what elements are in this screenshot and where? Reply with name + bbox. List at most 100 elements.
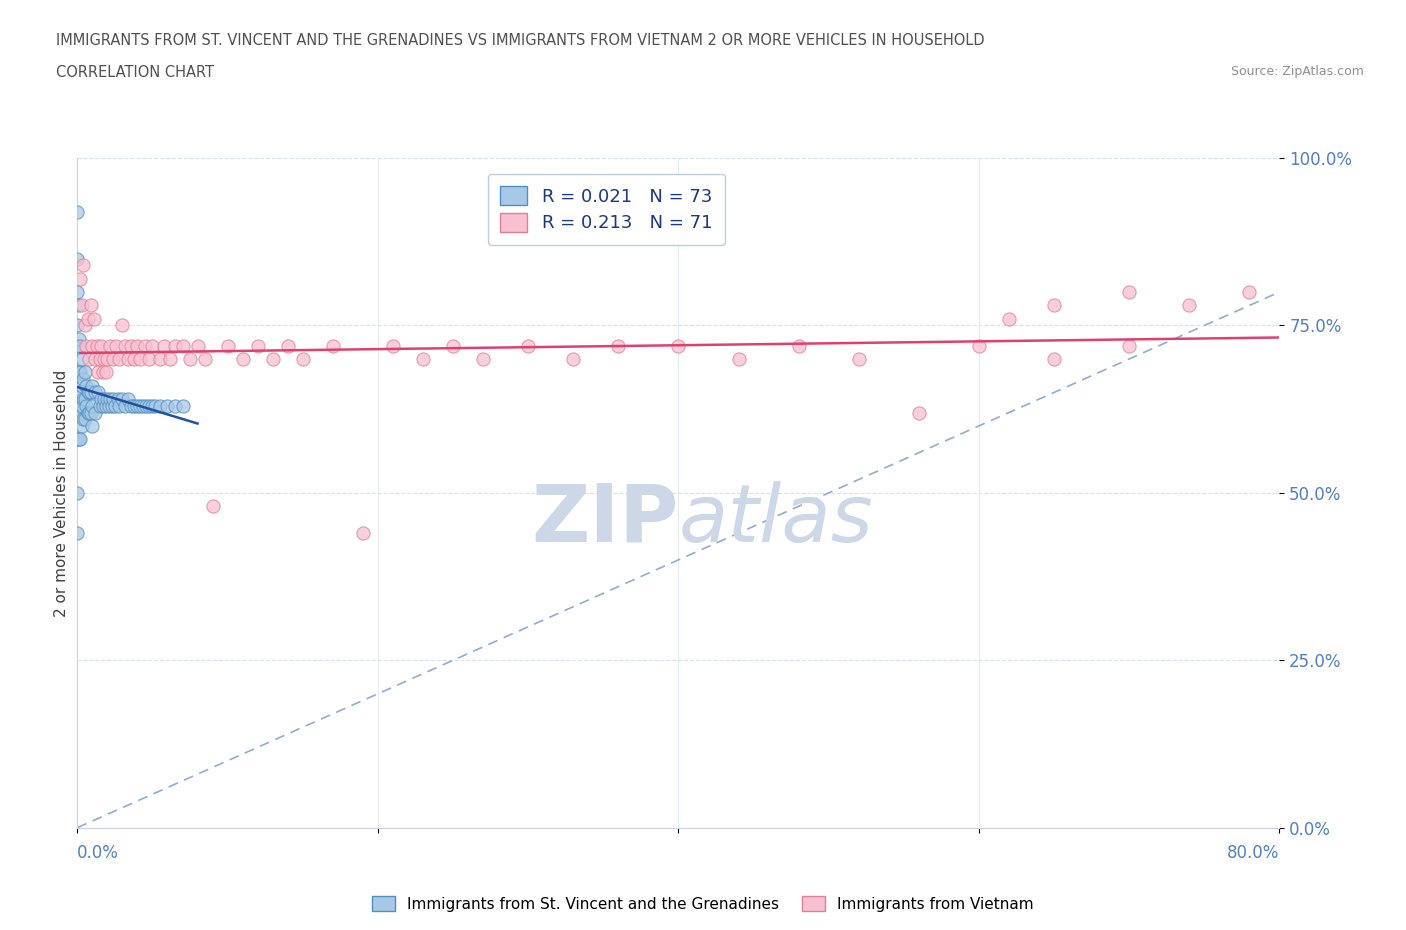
Point <box>262 352 284 366</box>
Point <box>69 339 91 353</box>
Point <box>145 398 167 413</box>
Point <box>69 432 91 446</box>
Point <box>120 398 142 413</box>
Point <box>1178 298 1201 312</box>
Point <box>138 352 160 366</box>
Point <box>66 318 89 333</box>
Point <box>82 398 104 413</box>
Legend: R = 0.021   N = 73, R = 0.213   N = 71: R = 0.021 N = 73, R = 0.213 N = 71 <box>488 174 725 245</box>
Point <box>75 339 97 353</box>
Point <box>100 339 122 353</box>
Point <box>120 339 142 353</box>
Point <box>96 352 118 366</box>
Point <box>75 398 97 413</box>
Point <box>96 392 118 406</box>
Point <box>84 352 107 366</box>
Point <box>70 298 93 312</box>
Point <box>86 339 108 353</box>
Point <box>76 405 98 420</box>
Point <box>67 432 90 446</box>
Point <box>277 339 299 353</box>
Point <box>73 412 96 427</box>
Point <box>70 352 93 366</box>
Point <box>84 385 107 400</box>
Point <box>69 385 91 400</box>
Point <box>135 398 157 413</box>
Point <box>82 379 104 393</box>
Point <box>179 352 201 366</box>
Point <box>79 352 101 366</box>
Point <box>134 339 156 353</box>
Point <box>73 392 96 406</box>
Point <box>82 339 104 353</box>
Point <box>124 398 146 413</box>
Point <box>562 352 585 366</box>
Point <box>80 405 103 420</box>
Point <box>132 398 155 413</box>
Point <box>89 398 111 413</box>
Point <box>67 365 90 379</box>
Text: ZIP: ZIP <box>531 481 679 559</box>
Point <box>90 392 112 406</box>
Point <box>149 352 172 366</box>
Point <box>217 339 239 353</box>
Point <box>90 339 112 353</box>
Point <box>141 339 163 353</box>
Point <box>79 405 101 420</box>
Point <box>87 365 110 379</box>
Y-axis label: 2 or more Vehicles in Household: 2 or more Vehicles in Household <box>53 369 69 617</box>
Point <box>89 352 111 366</box>
Point <box>93 392 115 406</box>
Point <box>108 352 131 366</box>
Text: atlas: atlas <box>679 481 873 559</box>
Point <box>72 392 94 406</box>
Point <box>472 352 495 366</box>
Point <box>108 398 131 413</box>
Point <box>70 379 93 393</box>
Point <box>66 251 89 266</box>
Point <box>998 312 1021 326</box>
Point <box>76 385 98 400</box>
Point <box>201 498 224 513</box>
Point <box>94 365 117 379</box>
Text: 80.0%: 80.0% <box>1227 844 1279 862</box>
Legend: Immigrants from St. Vincent and the Grenadines, Immigrants from Vietnam: Immigrants from St. Vincent and the Gren… <box>366 889 1040 918</box>
Point <box>291 352 314 366</box>
Point <box>129 352 152 366</box>
Point <box>83 312 105 326</box>
Point <box>967 339 990 353</box>
Point <box>1043 352 1066 366</box>
Point <box>127 339 149 353</box>
Point <box>82 418 104 433</box>
Point <box>97 398 120 413</box>
Point <box>163 339 186 353</box>
Point <box>67 398 90 413</box>
Point <box>908 405 931 420</box>
Point <box>117 352 139 366</box>
Point <box>75 379 97 393</box>
Point <box>84 405 107 420</box>
Point <box>66 285 89 299</box>
Point <box>322 339 344 353</box>
Point <box>186 339 209 353</box>
Point <box>73 318 96 333</box>
Point <box>66 365 89 379</box>
Point <box>73 365 96 379</box>
Point <box>72 412 94 427</box>
Point <box>111 392 134 406</box>
Text: IMMIGRANTS FROM ST. VINCENT AND THE GRENADINES VS IMMIGRANTS FROM VIETNAM 2 OR M: IMMIGRANTS FROM ST. VINCENT AND THE GREN… <box>56 33 984 47</box>
Point <box>412 352 434 366</box>
Point <box>727 352 749 366</box>
Point <box>172 339 194 353</box>
Point <box>117 392 139 406</box>
Point <box>129 398 152 413</box>
Point <box>66 205 89 219</box>
Point <box>114 398 136 413</box>
Point <box>79 385 101 400</box>
Point <box>66 339 89 353</box>
Point <box>66 485 89 500</box>
Point <box>848 352 870 366</box>
Point <box>80 298 103 312</box>
Point <box>517 339 540 353</box>
Point <box>69 365 91 379</box>
